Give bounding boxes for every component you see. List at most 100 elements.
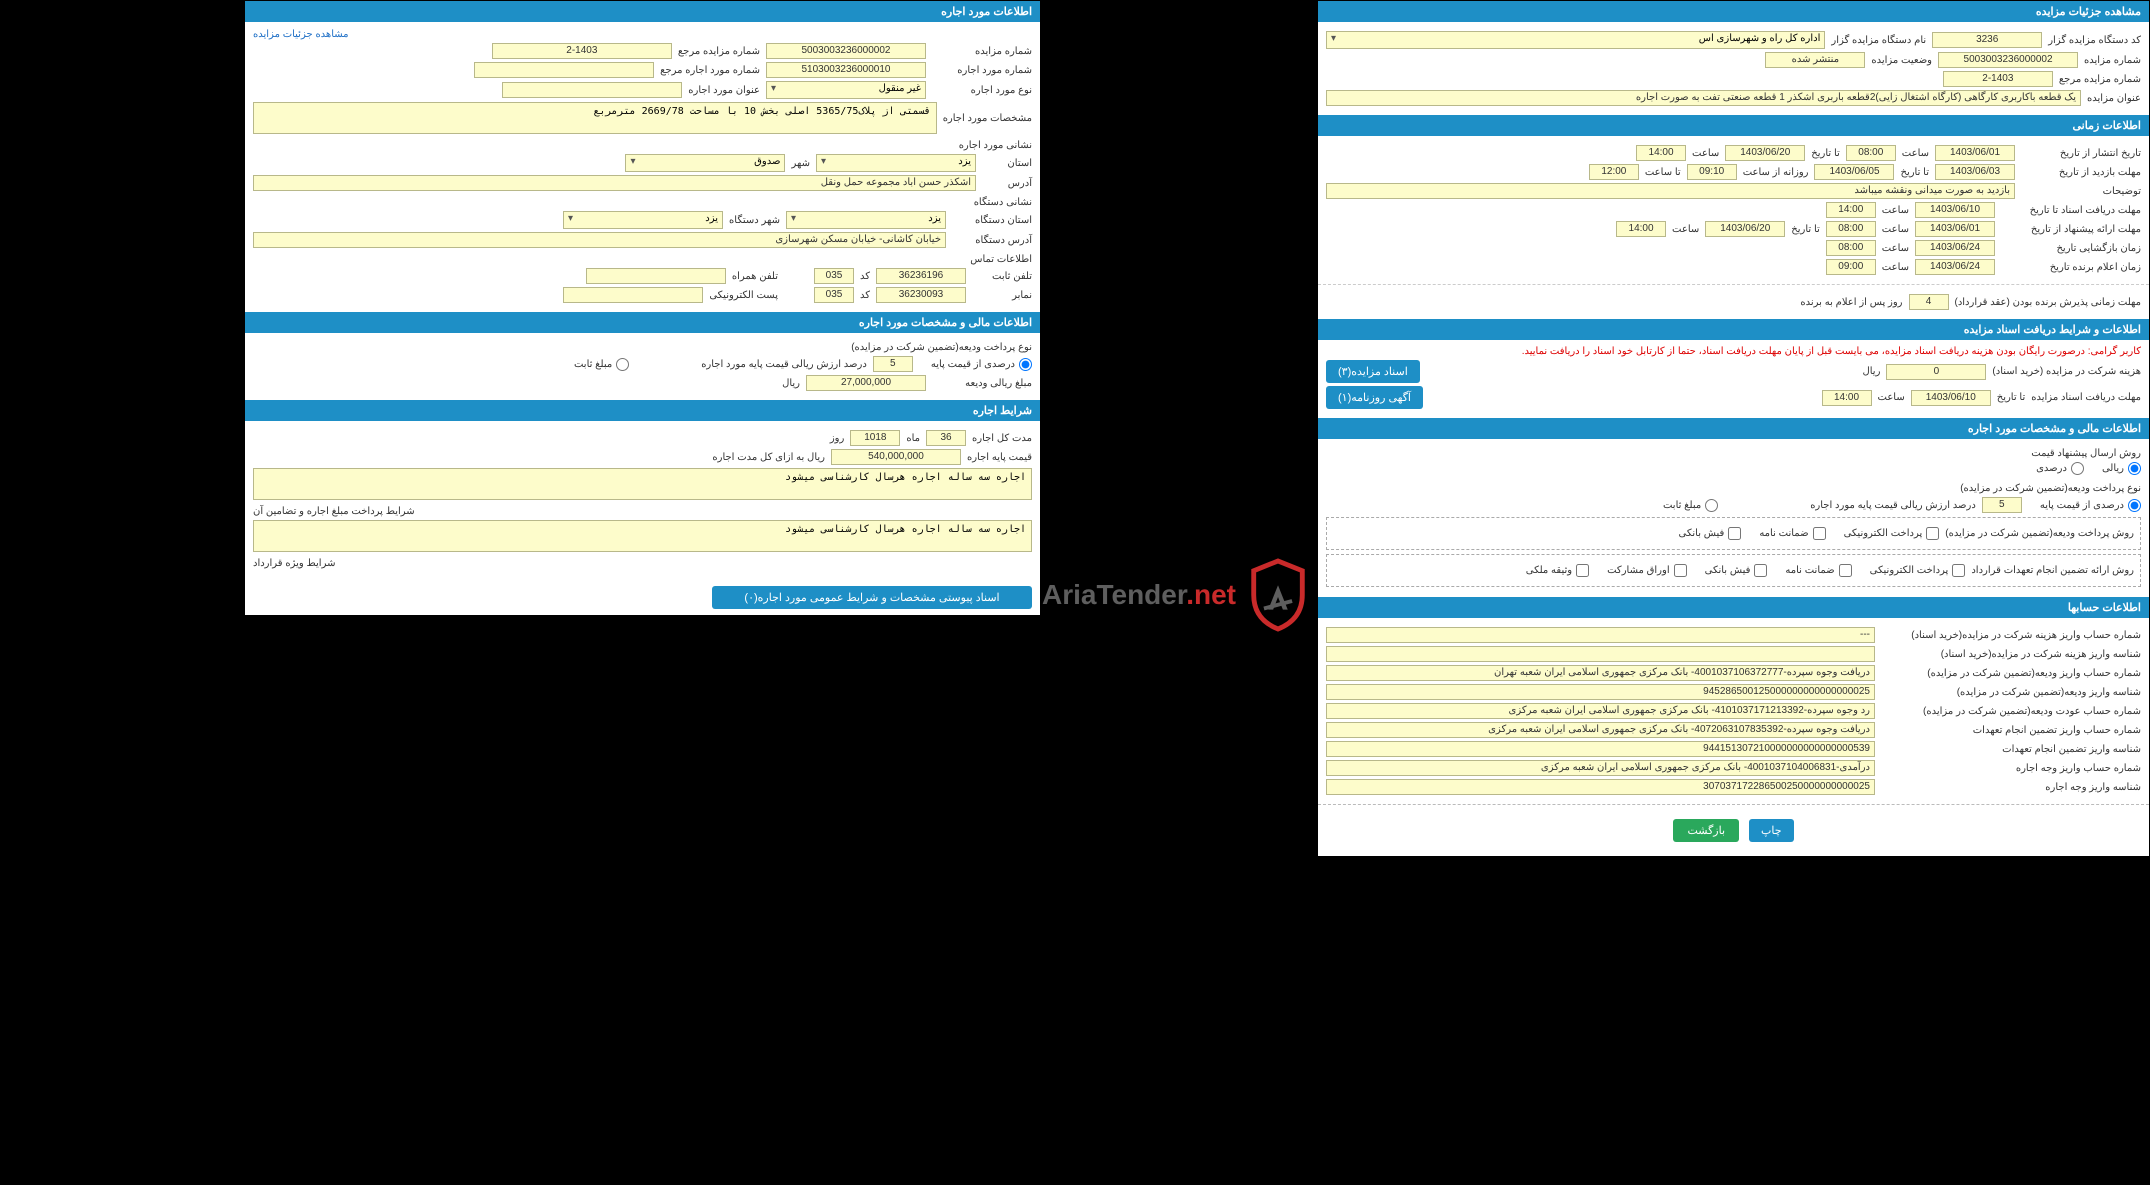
field-date: 1403/06/05	[1814, 164, 1894, 180]
label: عنوان مورد اجاره	[688, 85, 760, 96]
field-acc: 307037172286500250000000000025	[1326, 779, 1875, 795]
field-ref: 2-1403	[1943, 71, 2053, 87]
field-date: 1403/06/01	[1935, 145, 2015, 161]
label: نوع پرداخت ودیعه(تضمین شرکت در مزایده)	[1960, 483, 2141, 494]
field-date: 1403/06/03	[1935, 164, 2015, 180]
field-acc: ---	[1326, 627, 1875, 643]
section-header-rent: اطلاعات مورد اجاره	[245, 1, 1040, 22]
label: ساعت	[1882, 262, 1909, 273]
radio-pct-base[interactable]: درصدی از قیمت پایه	[931, 358, 1032, 371]
label: تا تاریخ	[1791, 224, 1820, 235]
field-time: 08:00	[1826, 240, 1876, 256]
field-time: 14:00	[1636, 145, 1686, 161]
select-orgprov[interactable]: یزد	[786, 211, 946, 229]
back-button[interactable]: بازگشت	[1673, 819, 1739, 842]
label: شماره حساب واریز تضمین انجام تعهدات	[1881, 725, 2141, 736]
label: ساعت	[1902, 148, 1929, 159]
field-status: منتشر شده	[1765, 52, 1865, 68]
field-time: 09:00	[1826, 259, 1876, 275]
label: روز پس از اعلام به برنده	[1800, 297, 1902, 308]
field-title	[502, 82, 682, 98]
label: شناسه واریز وجه اجاره	[1881, 782, 2141, 793]
chk2-zaman[interactable]: ضمانت نامه	[1785, 564, 1851, 577]
textarea-spec[interactable]	[253, 102, 937, 134]
label: وضعیت مزایده	[1871, 55, 1932, 66]
field-addr: اشکذر حسن اباد مجموعه حمل ونقل	[253, 175, 976, 191]
label: روش ارائه تضمین انجام تعهدات قرارداد	[1971, 565, 2134, 576]
field-time: 14:00	[1616, 221, 1666, 237]
logo: AriaTender.net	[1042, 555, 1312, 635]
field-days: 4	[1909, 294, 1949, 310]
label: مبلغ ثابت	[574, 359, 612, 370]
select-type[interactable]: غیر منقول	[766, 81, 926, 99]
field-time: 08:00	[1846, 145, 1896, 161]
section-header-accounts: اطلاعات حسابها	[1318, 597, 2149, 618]
field-num: 5003003236000002	[766, 43, 926, 59]
label: استان دستگاه	[952, 215, 1032, 226]
label: روش ارسال پیشنهاد قیمت	[2031, 448, 2141, 459]
attach-button[interactable]: اسناد پیوستی مشخصات و شرایط عمومی مورد ا…	[712, 586, 1032, 609]
chk-elec[interactable]: پرداخت الکترونیکی	[1844, 527, 1940, 540]
label: شناسه واریز تضمین انجام تعهدات	[1881, 744, 2141, 755]
section-header-fin: اطلاعات مالی و مشخصات مورد اجاره	[1318, 418, 2149, 439]
label: شماره مورد اجاره مرجع	[660, 65, 760, 76]
chk2-vasighe[interactable]: وثیقه ملکی	[1526, 564, 1589, 577]
select-prov[interactable]: یزد	[816, 154, 976, 172]
label: فیش بانکی	[1679, 528, 1725, 539]
label: ضمانت نامه	[1759, 528, 1808, 539]
details-link[interactable]: مشاهده جزئیات مزایده	[253, 29, 349, 40]
label: عنوان مزایده	[2087, 93, 2141, 104]
radio-fixed[interactable]: مبلغ ثابت	[574, 358, 629, 371]
label: مبلغ ثابت	[1663, 500, 1701, 511]
field-date: 1403/06/20	[1725, 145, 1805, 161]
field-fee: 0	[1886, 364, 1986, 380]
print-button[interactable]: چاپ	[1749, 819, 1794, 842]
radio-fixed[interactable]: مبلغ ثابت	[1663, 499, 1718, 512]
section-header-time: اطلاعات زمانی	[1318, 115, 2149, 136]
field-date: 1403/06/24	[1915, 259, 1995, 275]
label: مبلغ ریالی ودیعه	[932, 378, 1032, 389]
field-faxcode: 035	[814, 287, 854, 303]
label: ریال به ازای کل مدت اجاره	[712, 452, 825, 463]
chk2-elec[interactable]: پرداخت الکترونیکی	[1870, 564, 1966, 577]
select-org[interactable]: اداره کل راه و شهرسازی اس	[1326, 31, 1825, 49]
field-code: 3236	[1932, 32, 2042, 48]
label: درصد ارزش ریالی قیمت پایه مورد اجاره	[701, 359, 867, 370]
chk-zaman[interactable]: ضمانت نامه	[1759, 527, 1825, 540]
textarea-note1[interactable]	[253, 468, 1032, 500]
field-acc: درآمدی-4001037104006831- بانک مرکزی جمهو…	[1326, 760, 1875, 776]
chk2-oragh[interactable]: اوراق مشارکت	[1607, 564, 1687, 577]
label: نام دستگاه مزایده گزار	[1831, 35, 1926, 46]
select-city[interactable]: صدوق	[625, 154, 785, 172]
radio-rial[interactable]: ریالی	[2102, 462, 2141, 475]
label: شماره مزایده مرجع	[2059, 74, 2141, 85]
field-itemref	[474, 62, 654, 78]
label: زمان بازگشایی تاریخ	[2001, 243, 2141, 254]
label: شرایط ویژه قرارداد	[253, 558, 335, 569]
field-date: 1403/06/10	[1915, 202, 1995, 218]
field-tel: 36236196	[876, 268, 966, 284]
label: کد	[860, 290, 870, 301]
chk2-fish[interactable]: فیش بانکی	[1705, 564, 1768, 577]
label: تا ساعت	[1645, 167, 1681, 178]
shield-icon	[1244, 555, 1312, 635]
select-orgcity[interactable]: یزد	[563, 211, 723, 229]
label: تلفن همراه	[732, 271, 778, 282]
docs-button[interactable]: اسناد مزایده(۳)	[1326, 360, 1420, 383]
field-time: 14:00	[1822, 390, 1872, 406]
radio-pct-base[interactable]: درصدی از قیمت پایه	[2040, 499, 2141, 512]
label: هزینه شرکت در مزایده (خرید اسناد)	[1992, 366, 2141, 377]
warning-text: کاربر گرامی: درصورت رایگان بودن هزینه در…	[1326, 346, 2141, 357]
field-telcode: 035	[814, 268, 854, 284]
field-fax: 36230093	[876, 287, 966, 303]
chk-fish[interactable]: فیش بانکی	[1679, 527, 1742, 540]
label: ضمانت نامه	[1785, 565, 1834, 576]
ad-button[interactable]: آگهی روزنامه(۱)	[1326, 386, 1423, 409]
radio-pct[interactable]: درصدی	[2036, 462, 2084, 475]
label: اطلاعات تماس	[970, 254, 1032, 265]
label: شهر دستگاه	[729, 215, 780, 226]
textarea-note2[interactable]	[253, 520, 1032, 552]
label: مهلت ارائه پیشنهاد از تاریخ	[2001, 224, 2141, 235]
label: زمان اعلام برنده تاریخ	[2001, 262, 2141, 273]
label: کد	[860, 271, 870, 282]
